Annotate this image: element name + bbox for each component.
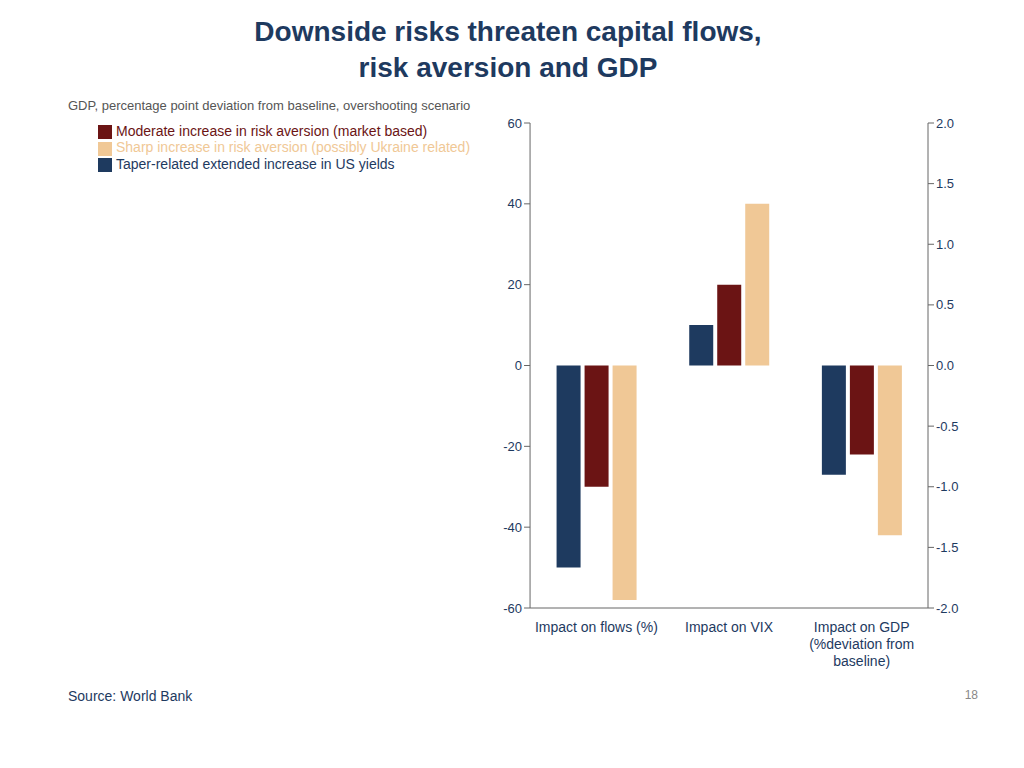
svg-text:0.5: 0.5 <box>936 297 954 312</box>
html-text:Downside risks threaten capita: Downside risks threaten capital flows, <box>254 16 762 47</box>
svg-text:2.0: 2.0 <box>936 116 954 131</box>
svg-text:1.0: 1.0 <box>936 237 954 252</box>
svg-text:-20: -20 <box>503 439 522 454</box>
html-text:18: 18 <box>964 688 978 702</box>
svg-text:20: 20 <box>508 277 522 292</box>
html-text:Taper-related extended increas: Taper-related extended increase in US yi… <box>116 155 395 172</box>
svg-text:-60: -60 <box>503 601 522 616</box>
html-text:Moderate increase in risk aver: Moderate increase in risk aversion (mark… <box>116 123 428 139</box>
svg-text:-1.5: -1.5 <box>936 540 958 555</box>
svg-text:60: 60 <box>508 116 522 131</box>
svg-text:-1.0: -1.0 <box>936 479 958 494</box>
svg-text:-0.5: -0.5 <box>936 419 958 434</box>
html-text:risk aversion and GDP: risk aversion and GDP <box>358 52 658 83</box>
svg-text:40: 40 <box>508 196 522 211</box>
svg-text:Impact on flows (%): Impact on flows (%) <box>535 619 658 635</box>
svg-text:1.5: 1.5 <box>936 176 954 191</box>
html-text:Sharp increase in risk aversio: Sharp increase in risk aversion (possibl… <box>116 139 470 156</box>
html-text:GDP, percentage point deviatio: GDP, percentage point deviation from bas… <box>68 98 471 113</box>
svg-text:Impact on GDP(%deviation fromb: Impact on GDP(%deviation frombaseline) <box>809 619 914 669</box>
svg-text:-2.0: -2.0 <box>936 601 958 616</box>
svg-text:0.0: 0.0 <box>936 358 954 373</box>
svg-text:0: 0 <box>515 358 522 373</box>
html-text:Source: World Bank: Source: World Bank <box>68 688 193 704</box>
svg-text:-40: -40 <box>503 520 522 535</box>
svg-text:Impact on VIX: Impact on VIX <box>685 619 774 635</box>
